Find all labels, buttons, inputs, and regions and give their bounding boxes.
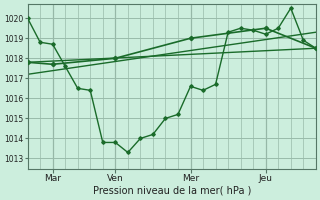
X-axis label: Pression niveau de la mer( hPa ): Pression niveau de la mer( hPa ) (92, 186, 251, 196)
